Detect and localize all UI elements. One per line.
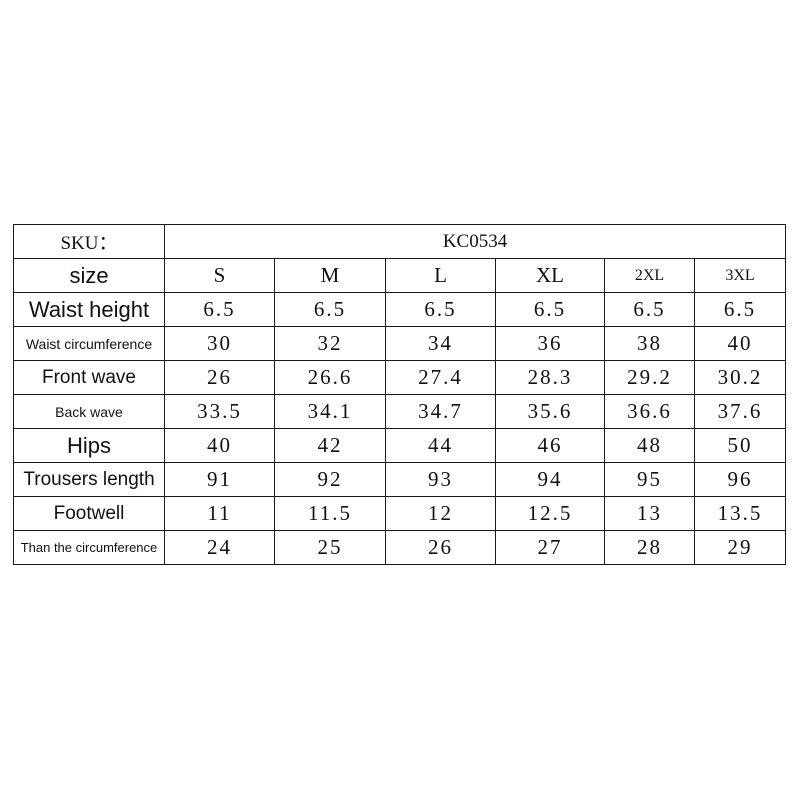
sku-row: SKU： KC0534	[13, 224, 787, 259]
size-header-cell: L	[385, 258, 496, 293]
measurement-cell: 34.1	[274, 394, 386, 429]
measurement-cell: 48	[604, 428, 695, 463]
row-label: Waist circumference	[13, 326, 165, 361]
measurement-cell: 32	[274, 326, 386, 361]
measurement-cell: 6.5	[495, 292, 605, 327]
size-chart-table: SKU： KC0534 size S M L XL 2XL 3XL Waist …	[13, 224, 787, 565]
size-header-cell: M	[274, 258, 386, 293]
measurement-cell: 96	[693, 462, 787, 497]
measurement-cell: 24	[164, 530, 275, 565]
measurement-cell: 6.5	[164, 292, 275, 327]
measurement-cell: 44	[385, 428, 496, 463]
size-header-cell: 3XL	[693, 258, 787, 293]
measurement-cell: 91	[164, 462, 275, 497]
measurement-cell: 35.6	[495, 394, 605, 429]
table-row: Trousers length 91 92 93 94 95 96	[13, 462, 787, 497]
row-label: Hips	[13, 428, 165, 463]
measurement-cell: 26	[385, 530, 496, 565]
measurement-cell: 34	[385, 326, 496, 361]
size-row: size S M L XL 2XL 3XL	[13, 258, 787, 293]
table-row: Hips 40 42 44 46 48 50	[13, 428, 787, 463]
measurement-cell: 11.5	[274, 496, 386, 531]
measurement-cell: 6.5	[693, 292, 787, 327]
table-row: Than the circumference 24 25 26 27 28 29	[13, 530, 787, 565]
size-label: size	[13, 258, 165, 293]
measurement-cell: 33.5	[164, 394, 275, 429]
measurement-cell: 27.4	[385, 360, 496, 395]
row-label: Than the circumference	[13, 530, 165, 565]
measurement-cell: 93	[385, 462, 496, 497]
measurement-cell: 13	[604, 496, 695, 531]
row-label: Front wave	[13, 360, 165, 395]
measurement-cell: 11	[164, 496, 275, 531]
measurement-cell: 30.2	[693, 360, 787, 395]
table-row: Waist circumference 30 32 34 36 38 40	[13, 326, 787, 361]
row-label: Footwell	[13, 496, 165, 531]
measurement-cell: 50	[693, 428, 787, 463]
table-row: Footwell 11 11.5 12 12.5 13 13.5	[13, 496, 787, 531]
measurement-cell: 36	[495, 326, 605, 361]
measurement-cell: 40	[164, 428, 275, 463]
measurement-cell: 94	[495, 462, 605, 497]
measurement-cell: 28	[604, 530, 695, 565]
measurement-cell: 38	[604, 326, 695, 361]
table-row: Back wave 33.5 34.1 34.7 35.6 36.6 37.6	[13, 394, 787, 429]
measurement-cell: 25	[274, 530, 386, 565]
measurement-cell: 46	[495, 428, 605, 463]
table-row: Front wave 26 26.6 27.4 28.3 29.2 30.2	[13, 360, 787, 395]
measurement-cell: 27	[495, 530, 605, 565]
row-label: Back wave	[13, 394, 165, 429]
size-header-cell: 2XL	[604, 258, 695, 293]
measurement-cell: 13.5	[693, 496, 787, 531]
row-label: Trousers length	[13, 462, 165, 497]
measurement-cell: 26.6	[274, 360, 386, 395]
measurement-cell: 34.7	[385, 394, 496, 429]
measurement-cell: 12	[385, 496, 496, 531]
measurement-cell: 40	[693, 326, 787, 361]
measurement-cell: 26	[164, 360, 275, 395]
measurement-cell: 42	[274, 428, 386, 463]
measurement-cell: 12.5	[495, 496, 605, 531]
size-header-cell: XL	[495, 258, 605, 293]
size-header-cell: S	[164, 258, 275, 293]
measurement-cell: 36.6	[604, 394, 695, 429]
measurement-cell: 37.6	[693, 394, 787, 429]
sku-label: SKU：	[13, 224, 165, 259]
measurement-cell: 6.5	[274, 292, 386, 327]
measurement-cell: 28.3	[495, 360, 605, 395]
measurement-cell: 95	[604, 462, 695, 497]
sku-value: KC0534	[163, 224, 787, 259]
measurement-cell: 6.5	[385, 292, 496, 327]
table-row: Waist height 6.5 6.5 6.5 6.5 6.5 6.5	[13, 292, 787, 327]
row-label: Waist height	[13, 292, 165, 327]
measurement-cell: 92	[274, 462, 386, 497]
measurement-cell: 29	[693, 530, 787, 565]
measurement-cell: 29.2	[604, 360, 695, 395]
measurement-cell: 6.5	[604, 292, 695, 327]
measurement-cell: 30	[164, 326, 275, 361]
